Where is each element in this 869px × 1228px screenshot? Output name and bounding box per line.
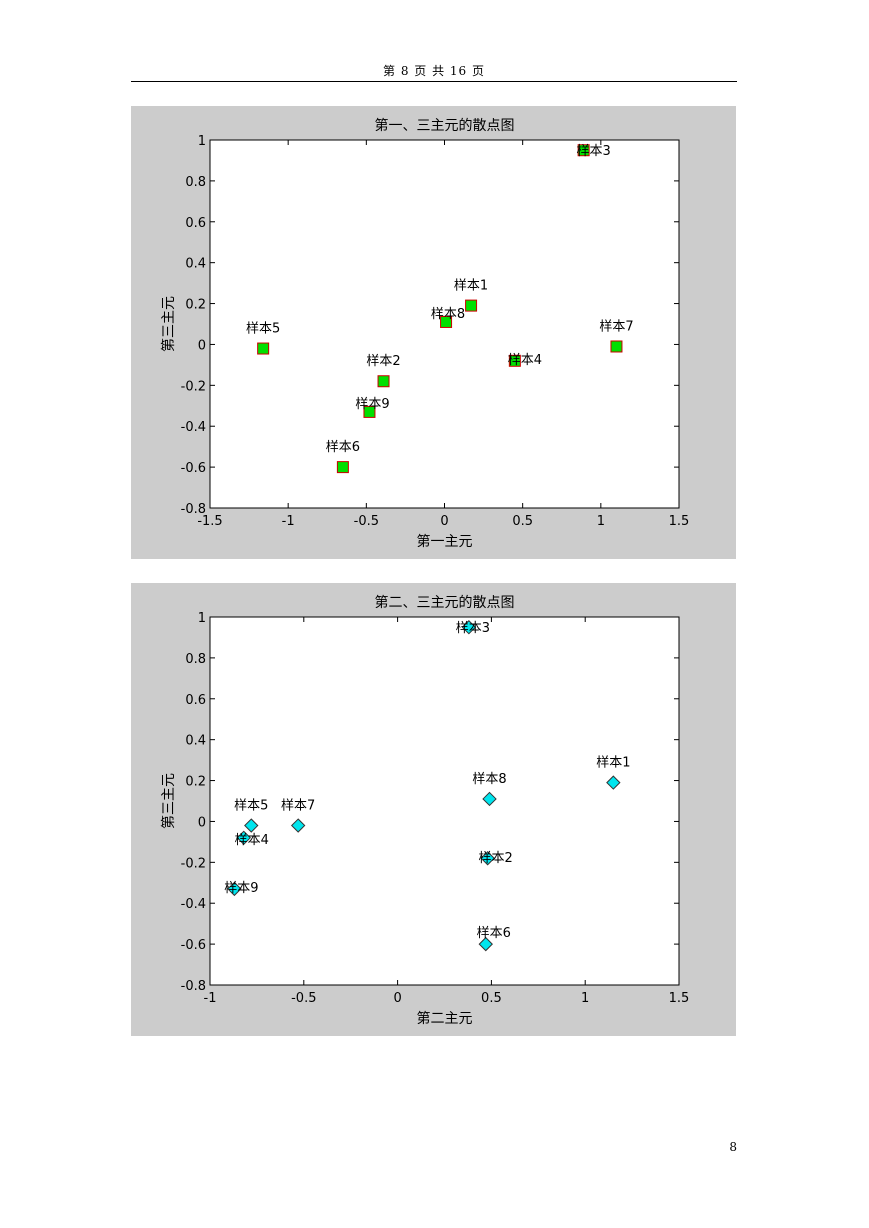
x-axis-label: 第二主元 <box>417 1010 473 1027</box>
y-tick-label: -0.4 <box>181 897 206 912</box>
y-tick-label: 0.6 <box>185 216 206 231</box>
x-tick-label: 1 <box>581 991 589 1006</box>
x-tick-label: -1.5 <box>197 514 222 529</box>
data-point-diamond <box>482 791 497 807</box>
data-point-diamond <box>290 818 306 833</box>
data-label: 样本3 <box>456 621 490 636</box>
data-label: 样本6 <box>477 926 511 941</box>
y-axis-label: 第三主元 <box>160 296 177 352</box>
data-point-diamond <box>478 936 493 952</box>
y-tick-label: -0.6 <box>181 938 206 953</box>
data-point-diamond <box>227 881 242 897</box>
y-tick-label: 0.8 <box>185 175 206 190</box>
data-point-square <box>336 461 349 474</box>
x-tick-label: 0 <box>393 991 401 1006</box>
data-label: 样本8 <box>472 772 506 787</box>
scatter-chart-pc1-pc3: 第一、三主元的散点图 -1.5 -1 -0.5 0 0.5 1 1.5 -0.8 -0.6 -0.4… <box>160 117 690 550</box>
data-point-diamond <box>461 620 477 635</box>
x-axis-label: 第一主元 <box>417 533 473 550</box>
header-rule <box>131 81 737 82</box>
data-label: 样本9 <box>224 881 258 896</box>
data-point-square <box>363 405 376 418</box>
y-tick-label: -0.6 <box>181 461 206 476</box>
data-label: 样本8 <box>431 307 465 322</box>
data-point-square <box>257 342 270 355</box>
x-tick-label: 0 <box>440 514 448 529</box>
data-point-square <box>465 299 478 312</box>
data-point-diamond <box>480 851 495 866</box>
scatter-figure-pc1-pc3: 第一、三主元的散点图 -1.5 -1 -0.5 0 0.5 1 1.5 -0.8 -0.6 -0.4… <box>131 106 736 559</box>
data-label: 样本1 <box>596 756 630 771</box>
data-label: 样本4 <box>508 353 542 368</box>
y-tick-label: 0.2 <box>185 775 206 790</box>
page-header: 第 8 页 共 16 页 <box>383 64 485 78</box>
y-tick-label: 0.4 <box>185 257 206 272</box>
scatter-figure-pc2-pc3: 第二、三主元的散点图 -1 -0.5 0 0.5 1 1.5 -0.8 -0.6 -0.4 -0.2… <box>131 583 736 1036</box>
x-tick-label: 1 <box>597 514 605 529</box>
chart-title: 第一、三主元的散点图 <box>375 117 515 134</box>
y-tick-label: -0.8 <box>181 502 206 517</box>
x-tick-label: -1 <box>282 514 295 529</box>
plot-area <box>209 616 680 986</box>
data-label: 样本2 <box>479 851 513 866</box>
data-label: 样本6 <box>326 440 360 455</box>
y-tick-label: 1 <box>198 134 206 149</box>
data-point-square <box>577 144 590 157</box>
data-label: 样本7 <box>599 319 633 334</box>
y-tick-label: 1 <box>198 611 206 626</box>
x-tick-label: 1.5 <box>669 514 690 529</box>
data-point-diamond <box>606 775 621 790</box>
x-tick-label: -1 <box>204 991 217 1006</box>
x-tick-label: -0.5 <box>354 514 379 529</box>
y-tick-label: -0.4 <box>181 420 206 435</box>
y-tick-label: 0.6 <box>185 693 206 708</box>
y-axis-label: 第三主元 <box>160 773 177 829</box>
data-label: 样本4 <box>235 833 269 848</box>
data-point-square <box>508 354 521 367</box>
x-tick-label: 0.5 <box>512 514 533 529</box>
x-tick-label: 1.5 <box>669 991 690 1006</box>
data-label: 样本1 <box>454 279 488 294</box>
x-tick-label: -0.5 <box>291 991 316 1006</box>
data-point-diamond <box>236 830 251 846</box>
y-tick-label: -0.2 <box>181 379 206 394</box>
y-tick-label: 0 <box>198 815 206 830</box>
y-tick-label: 0.2 <box>185 298 206 313</box>
data-point-square <box>610 340 623 353</box>
y-tick-label: -0.8 <box>181 979 206 994</box>
y-tick-label: 0.4 <box>185 734 206 749</box>
data-label: 样本7 <box>281 799 315 814</box>
chart-title: 第二、三主元的散点图 <box>375 594 515 611</box>
page-number: 8 <box>729 1140 737 1154</box>
data-label: 样本2 <box>366 354 400 369</box>
data-label: 样本3 <box>576 144 610 159</box>
y-tick-label: -0.2 <box>181 856 206 871</box>
data-point-square <box>377 375 390 388</box>
data-label: 样本5 <box>246 322 280 337</box>
data-label: 样本9 <box>355 397 389 412</box>
y-tick-label: 0.8 <box>185 652 206 667</box>
data-label: 样本5 <box>234 799 268 814</box>
x-tick-label: 0.5 <box>481 991 502 1006</box>
data-point-square <box>440 315 453 328</box>
data-point-diamond <box>244 818 259 833</box>
scatter-chart-pc2-pc3: 第二、三主元的散点图 -1 -0.5 0 0.5 1 1.5 -0.8 -0.6 -0.4 -0.2… <box>160 594 690 1027</box>
y-tick-label: 0 <box>198 338 206 353</box>
